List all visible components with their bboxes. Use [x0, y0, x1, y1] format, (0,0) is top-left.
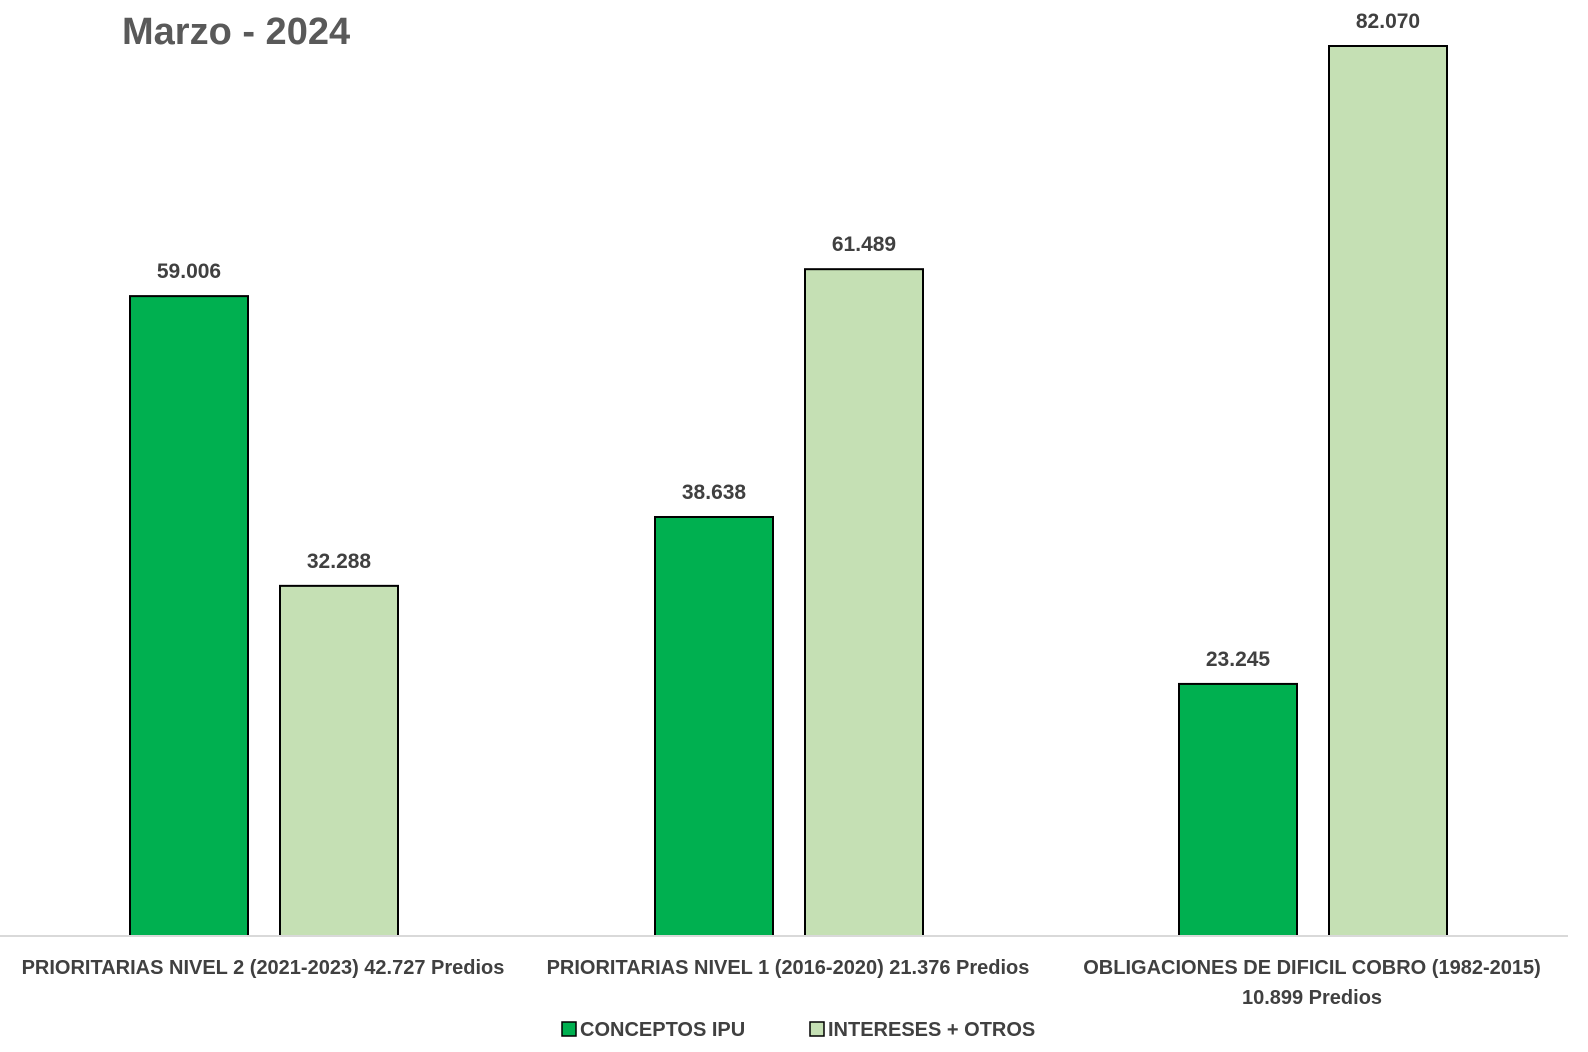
data-label: 38.638 — [682, 481, 747, 504]
legend: CONCEPTOS IPU INTERESES + OTROS — [561, 1019, 1035, 1041]
category-label: PRIORITARIAS NIVEL 1 (2016-2020) 21.376 … — [547, 957, 1030, 979]
data-label: 59.006 — [157, 260, 221, 283]
data-label: 23.245 — [1206, 648, 1271, 671]
data-label: 61.489 — [832, 233, 896, 256]
bars-layer: 59.006 38.638 23.245 32.288 61.489 82.070 — [129, 10, 1448, 938]
category-labels: PRIORITARIAS NIVEL 2 (2021-2023) 42.727 … — [22, 957, 1541, 1009]
legend-label-intereses-otros: INTERESES + OTROS — [828, 1019, 1035, 1041]
bar-intereses-otros-1 — [279, 584, 399, 937]
bar-intereses-otros-3 — [1328, 45, 1448, 937]
category-label: PRIORITARIAS NIVEL 2 (2021-2023) 42.727 … — [22, 957, 505, 979]
bar-intereses-otros-2 — [804, 268, 924, 938]
data-label: 82.070 — [1356, 10, 1420, 33]
bar-conceptos-ipu-2 — [654, 515, 774, 937]
category-label: 10.899 Predios — [1242, 987, 1382, 1009]
legend-swatch-intereses-otros — [809, 1021, 825, 1037]
bar-conceptos-ipu-1 — [129, 295, 249, 937]
chart-title: Marzo - 2024 — [122, 11, 350, 53]
bar-conceptos-ipu-3 — [1178, 682, 1298, 937]
legend-swatch-conceptos-ipu — [561, 1021, 577, 1037]
data-label: 32.288 — [307, 550, 372, 573]
legend-label-conceptos-ipu: CONCEPTOS IPU — [580, 1019, 745, 1041]
category-label: OBLIGACIONES DE DIFICIL COBRO (1982-2015… — [1083, 957, 1541, 979]
